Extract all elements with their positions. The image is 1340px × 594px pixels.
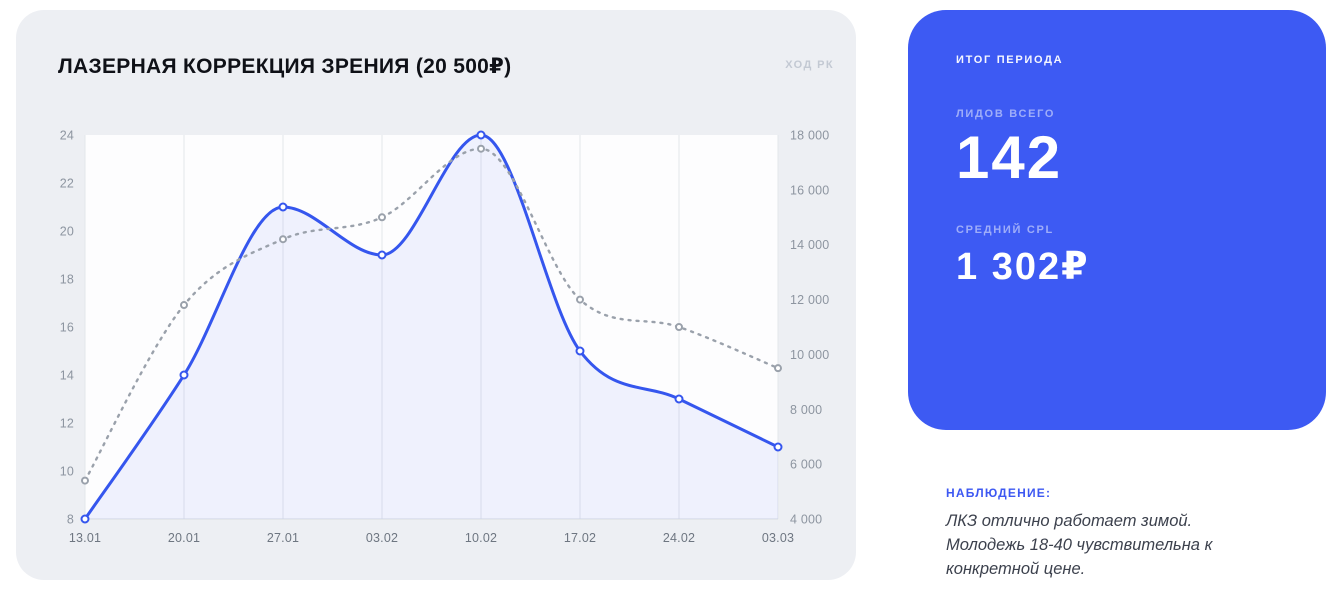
svg-text:4 000: 4 000: [790, 513, 822, 527]
svg-text:18: 18: [60, 273, 74, 287]
svg-text:10 000: 10 000: [790, 348, 829, 362]
svg-text:24: 24: [60, 129, 74, 143]
summary-card-header: ИТОГ ПЕРИОДА: [956, 54, 1064, 66]
svg-text:8 000: 8 000: [790, 403, 822, 417]
svg-text:10.02: 10.02: [465, 531, 497, 545]
svg-text:20: 20: [60, 225, 74, 239]
svg-text:16: 16: [60, 321, 74, 335]
svg-text:22: 22: [60, 177, 74, 191]
observation-label: НАБЛЮДЕНИЕ:: [946, 486, 1052, 500]
metric-cpl-value: 1 302₽: [956, 246, 1090, 288]
svg-text:16 000: 16 000: [790, 183, 829, 197]
svg-text:03.03: 03.03: [762, 531, 794, 545]
svg-text:17.02: 17.02: [564, 531, 596, 545]
observation-note: НАБЛЮДЕНИЕ: ЛКЗ отлично работает зимой. …: [946, 486, 1268, 582]
svg-text:13.01: 13.01: [69, 531, 101, 545]
metric-average-cpl: СРЕДНИЙ CPL 1 302₽: [956, 224, 1278, 286]
svg-text:8: 8: [67, 513, 74, 527]
svg-text:12: 12: [60, 417, 74, 431]
line-chart: 8 10 12 14 16 18 20 22 24 4 000 6 000 8 000 10 000 12…: [60, 129, 830, 546]
metric-leads-label: ЛИДОВ ВСЕГО: [956, 108, 1056, 120]
chart-card: 8 10 12 14 16 18 20 22 24 4 000 6 000 8 000 10 000 12…: [16, 10, 856, 580]
campaign-progress-label: ХОД РК: [785, 59, 834, 71]
svg-text:12 000: 12 000: [790, 293, 829, 307]
svg-text:14 000: 14 000: [790, 238, 829, 252]
metric-cpl-label: СРЕДНИЙ CPL: [956, 224, 1054, 236]
svg-text:18 000: 18 000: [790, 129, 829, 143]
metric-leads-total: ЛИДОВ ВСЕГО 142: [956, 108, 1278, 188]
svg-text:10: 10: [60, 465, 74, 479]
metric-leads-value: 142: [956, 124, 1063, 191]
svg-text:6 000: 6 000: [790, 458, 822, 472]
chart-title: ЛАЗЕРНАЯ КОРРЕКЦИЯ ЗРЕНИЯ (20 500₽): [58, 55, 512, 78]
svg-text:03.02: 03.02: [366, 531, 398, 545]
svg-text:27.01: 27.01: [267, 531, 299, 545]
svg-text:24.02: 24.02: [663, 531, 695, 545]
period-summary-card: ИТОГ ПЕРИОДА ЛИДОВ ВСЕГО 142 СРЕДНИЙ CPL…: [908, 10, 1326, 430]
observation-text: ЛКЗ отлично работает зимой. Молодежь 18-…: [946, 512, 1213, 578]
summary-column: ИТОГ ПЕРИОДА ЛИДОВ ВСЕГО 142 СРЕДНИЙ CPL…: [908, 10, 1326, 582]
svg-text:20.01: 20.01: [168, 531, 200, 545]
svg-text:14: 14: [60, 369, 74, 383]
